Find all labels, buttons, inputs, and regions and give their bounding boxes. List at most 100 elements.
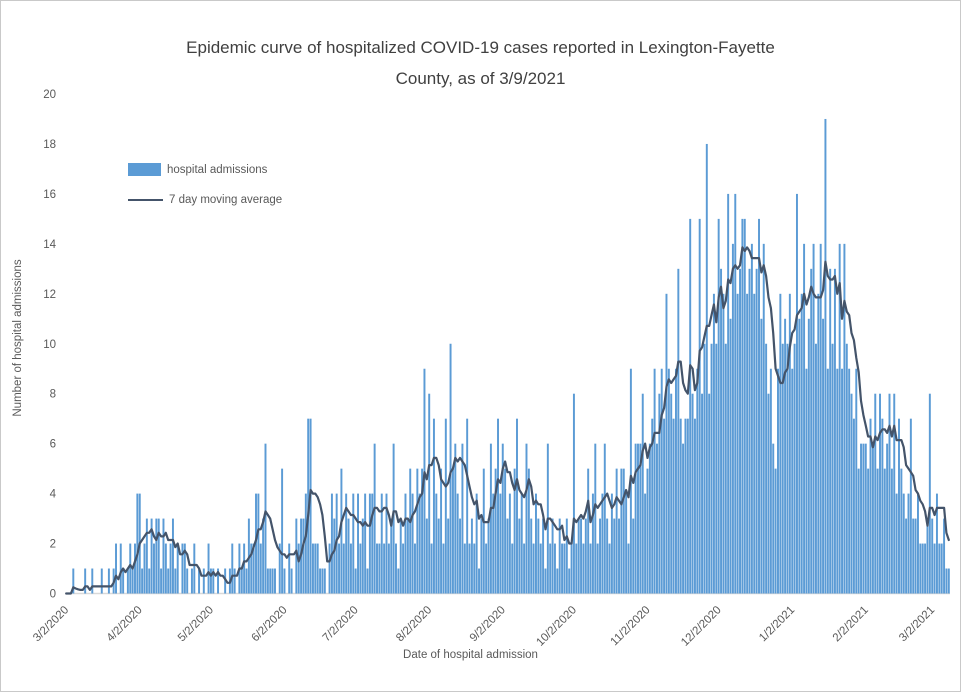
bar [319, 568, 322, 594]
bar [772, 443, 775, 594]
bar [864, 443, 867, 594]
bar [444, 418, 447, 594]
bar [720, 268, 723, 594]
y-tick-label: 20 [43, 89, 56, 101]
bar [935, 493, 938, 594]
bar [186, 568, 189, 594]
bar [838, 243, 841, 594]
legend-item-hospital-admissions: hospital admissions [128, 162, 282, 177]
bar [587, 468, 590, 594]
bar [686, 418, 689, 594]
bar [513, 468, 516, 594]
bar [304, 493, 307, 594]
bar [684, 418, 687, 594]
y-tick-label: 4 [50, 489, 57, 501]
x-tick-label: 7/2/2020 [321, 604, 361, 644]
bar [281, 468, 284, 594]
chart-title-line2: County, as of 3/9/2021 [395, 69, 566, 88]
bar [397, 568, 400, 594]
bar [618, 518, 620, 594]
bar [504, 468, 507, 594]
bar [309, 418, 312, 594]
bar [451, 468, 454, 594]
bar [311, 543, 314, 594]
bar [378, 543, 381, 594]
bar [91, 568, 94, 594]
y-tick-label: 8 [50, 389, 56, 401]
bar [753, 293, 756, 594]
bar [338, 543, 341, 594]
bar [907, 493, 910, 594]
bar [703, 343, 706, 594]
bar [931, 518, 934, 594]
bar [399, 518, 402, 594]
bar [136, 493, 139, 594]
bar [416, 468, 419, 594]
bar [696, 368, 699, 594]
bar [663, 418, 666, 594]
bar [333, 518, 336, 594]
bar [489, 443, 492, 594]
bar-series-swatch [128, 163, 161, 176]
bar [323, 568, 326, 594]
bar [231, 543, 234, 594]
bar [608, 543, 611, 594]
bar [584, 518, 587, 594]
bar [240, 568, 243, 594]
bar [736, 293, 739, 594]
bar [209, 568, 212, 594]
bar [141, 568, 144, 594]
bar [269, 568, 272, 594]
bar [392, 443, 395, 594]
bar [527, 468, 530, 594]
bar [72, 568, 75, 594]
bar [765, 343, 768, 594]
bar [717, 218, 720, 594]
legend-item-moving-average: 7 day moving average [128, 192, 282, 207]
bar [537, 518, 540, 594]
bar [639, 443, 642, 594]
bar [473, 543, 476, 594]
bar [535, 493, 537, 594]
bar [876, 468, 879, 594]
bar [421, 468, 424, 594]
bar [485, 543, 488, 594]
bar [354, 568, 357, 594]
bar [314, 543, 317, 594]
bar [933, 543, 936, 594]
bar [193, 543, 196, 594]
bar [601, 493, 604, 594]
bar [217, 568, 220, 594]
bar [596, 543, 599, 594]
bar [833, 268, 836, 594]
bar [729, 318, 732, 594]
bar [739, 268, 741, 594]
bar [530, 518, 533, 594]
bar [245, 568, 248, 594]
bar [202, 568, 205, 594]
bar [822, 318, 825, 594]
bar [328, 543, 331, 594]
bar [150, 518, 153, 594]
bar [836, 368, 839, 594]
bar [162, 518, 165, 594]
bar [212, 568, 215, 594]
bar [316, 543, 319, 594]
bar [518, 518, 521, 594]
bar [701, 393, 704, 594]
bar [174, 568, 177, 594]
bar [155, 518, 158, 594]
bar [572, 393, 575, 594]
bar [361, 518, 364, 594]
bar [264, 443, 267, 594]
bar [722, 293, 725, 594]
bar [432, 418, 435, 594]
bar [919, 543, 922, 594]
x-tick-label: 10/2/2020 [534, 604, 579, 649]
bar [551, 518, 554, 594]
bar [798, 318, 801, 594]
y-axis-title: Number of hospital admissions [12, 259, 24, 417]
bar [395, 543, 397, 594]
bar [523, 543, 526, 594]
bar [881, 418, 884, 594]
